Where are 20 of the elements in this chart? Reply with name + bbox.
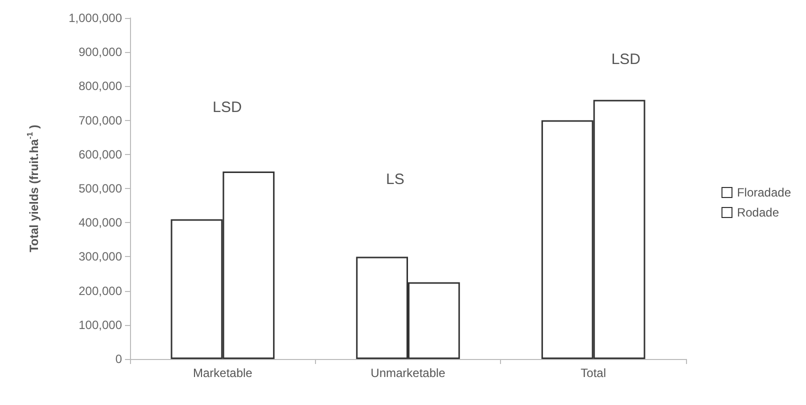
x-tick-label: Unmarketable <box>370 366 446 380</box>
y-tick-label: 400,000 <box>78 216 122 230</box>
legend-label: Floradade <box>736 186 792 200</box>
y-tick-label: 700,000 <box>78 113 122 128</box>
y-tick-label: 300,000 <box>78 250 122 264</box>
y-tick-label: 800,000 <box>78 79 122 94</box>
x-tick-label: Total <box>580 366 606 380</box>
y-tick-label: 500,000 <box>78 182 122 196</box>
y-tick-label: 600,000 <box>78 147 122 162</box>
annotation: LS <box>386 171 404 188</box>
y-tick-label: 0 <box>115 352 122 366</box>
y-tick-label: 900,000 <box>78 45 122 60</box>
annotation: LSD <box>611 51 641 68</box>
annotation: LSD <box>212 99 242 116</box>
y-tick-label: 100,000 <box>78 318 122 332</box>
x-tick-label: Marketable <box>192 366 253 380</box>
legend-label: Rodade <box>736 206 780 220</box>
y-tick-label: 200,000 <box>78 284 122 298</box>
y-axis-title: Total yields (fruit.ha-1 ) <box>26 124 41 252</box>
y-tick-label: 1,000,000 <box>68 11 122 25</box>
